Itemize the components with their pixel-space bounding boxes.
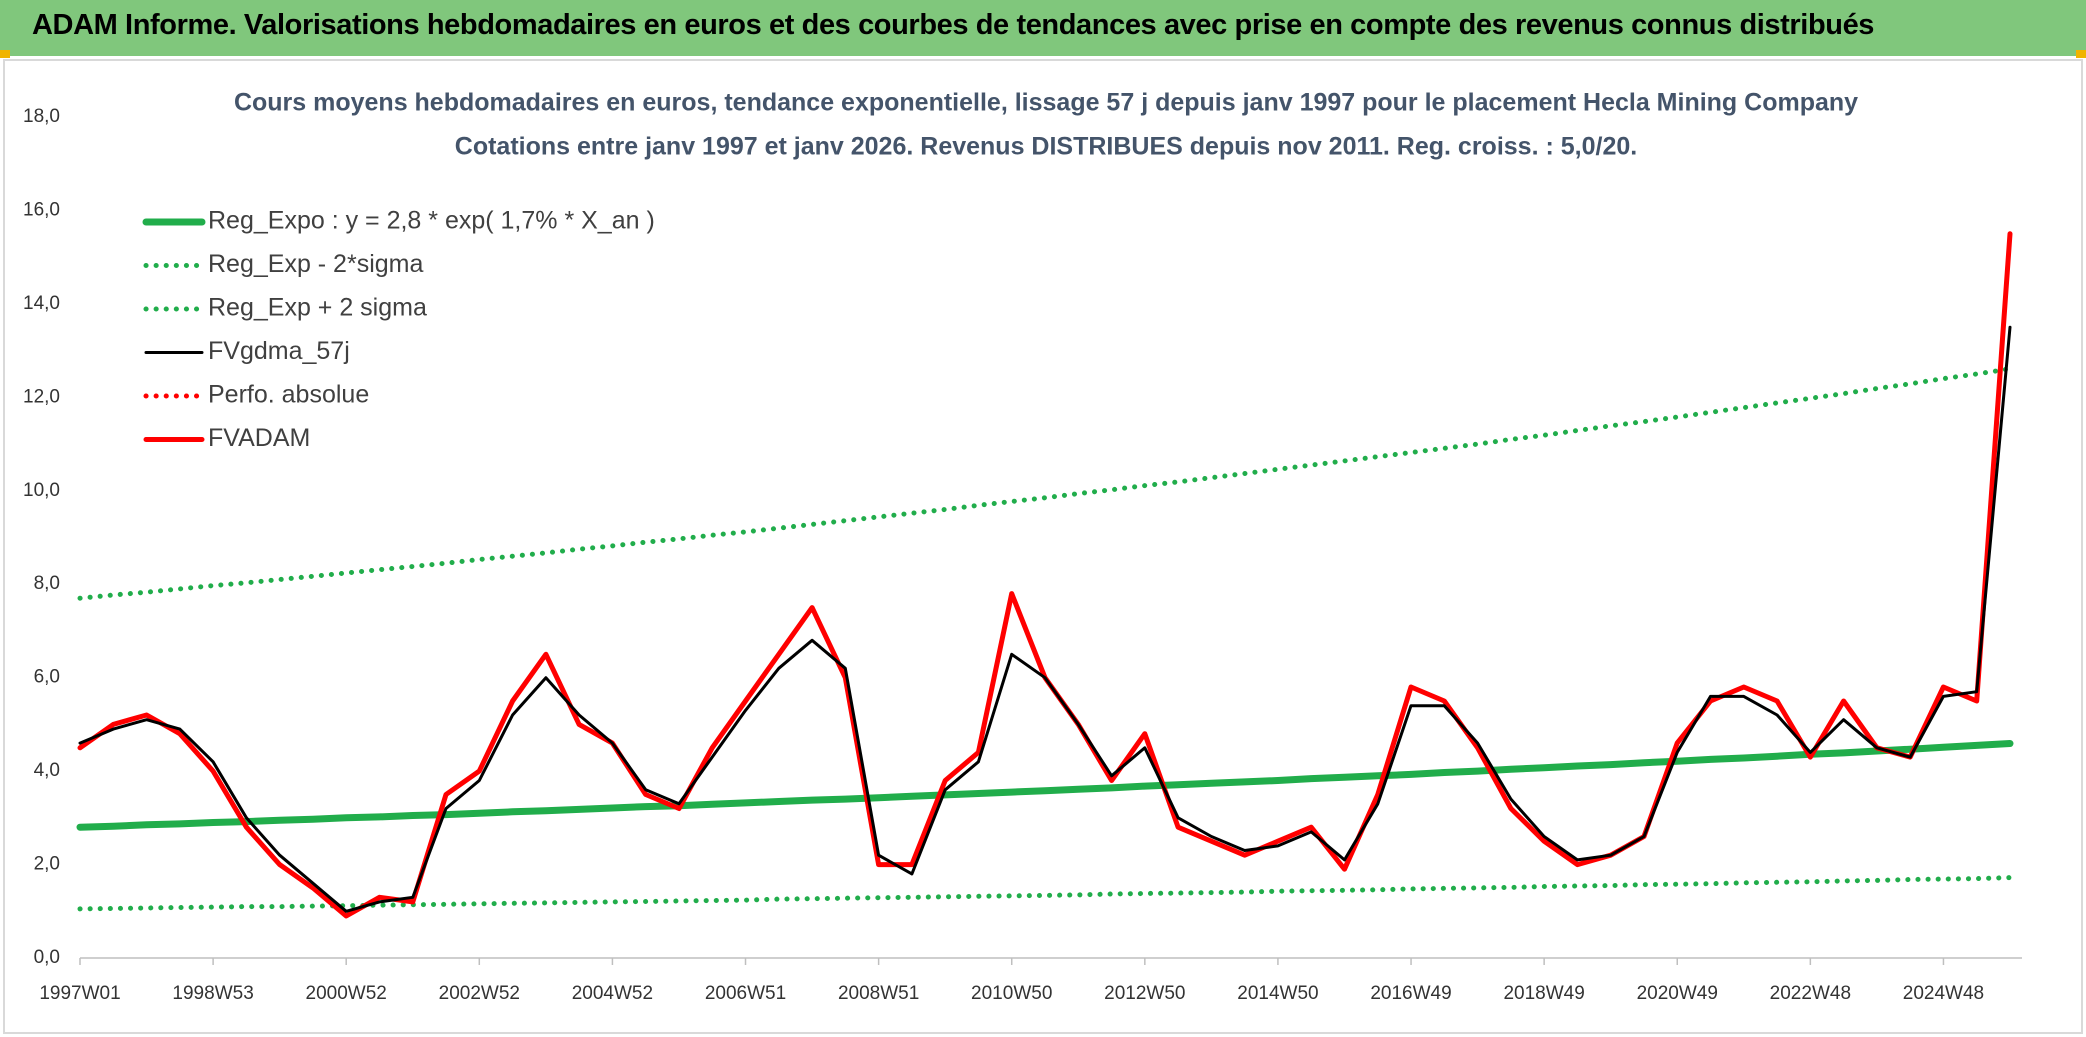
legend-label: Reg_Expo : y = 2,8 * exp( 1,7% * X_an ) [208,207,655,235]
series-line [77,875,2013,912]
x-tick-label: 1998W53 [172,983,253,1004]
series-line [78,325,2012,913]
legend-label: Reg_Exp - 2*sigma [208,250,423,278]
x-tick-label: 1997W01 [39,983,120,1004]
header: ADAM Informe. Valorisations hebdomadaire… [0,0,2086,56]
y-tick-label: 8,0 [34,573,60,594]
legend-label: Perfo. absolue [208,381,369,409]
corner-mark [2076,50,2086,58]
x-tick-label: 2016W49 [1370,983,1451,1004]
chart-frame [3,59,2083,1034]
corner-mark [0,50,10,58]
x-tick-label: 2006W51 [705,983,786,1004]
chart-title: Cours moyens hebdomadaires en euros, ten… [234,89,1858,117]
y-tick-label: 14,0 [23,293,60,314]
x-tick-label: 2004W52 [572,983,653,1004]
x-tick-label: 2018W49 [1503,983,1584,1004]
x-tick-label: 2014W50 [1237,983,1318,1004]
y-tick-label: 6,0 [34,667,60,688]
legend-label: FVADAM [208,424,310,452]
chart-subtitle: Cotations entre janv 1997 et janv 2026. … [455,133,1637,161]
x-tick-label: 2012W50 [1104,983,1185,1004]
header-title: ADAM Informe. Valorisations hebdomadaire… [32,9,1875,41]
y-tick-label: 10,0 [23,480,60,501]
legend-label: Reg_Exp + 2 sigma [208,294,427,322]
y-tick-label: 0,0 [34,947,60,968]
chart: Cours moyens hebdomadaires en euros, ten… [3,59,2083,1034]
x-tick-label: 2000W52 [306,983,387,1004]
y-tick-label: 18,0 [23,106,60,127]
legend-label: FVgdma_57j [208,337,350,365]
x-tick-label: 2024W48 [1903,983,1984,1004]
y-tick-label: 2,0 [34,854,60,875]
x-tick-label: 2002W52 [439,983,520,1004]
series-line [76,740,2014,831]
x-tick-label: 2008W51 [838,983,919,1004]
x-tick-label: 2010W50 [971,983,1052,1004]
y-tick-label: 16,0 [23,199,60,220]
x-tick-label: 2020W49 [1637,983,1718,1004]
x-tick-label: 2022W48 [1770,983,1851,1004]
y-tick-label: 4,0 [34,760,60,781]
y-tick-label: 12,0 [23,386,60,407]
series-line [77,366,2013,601]
